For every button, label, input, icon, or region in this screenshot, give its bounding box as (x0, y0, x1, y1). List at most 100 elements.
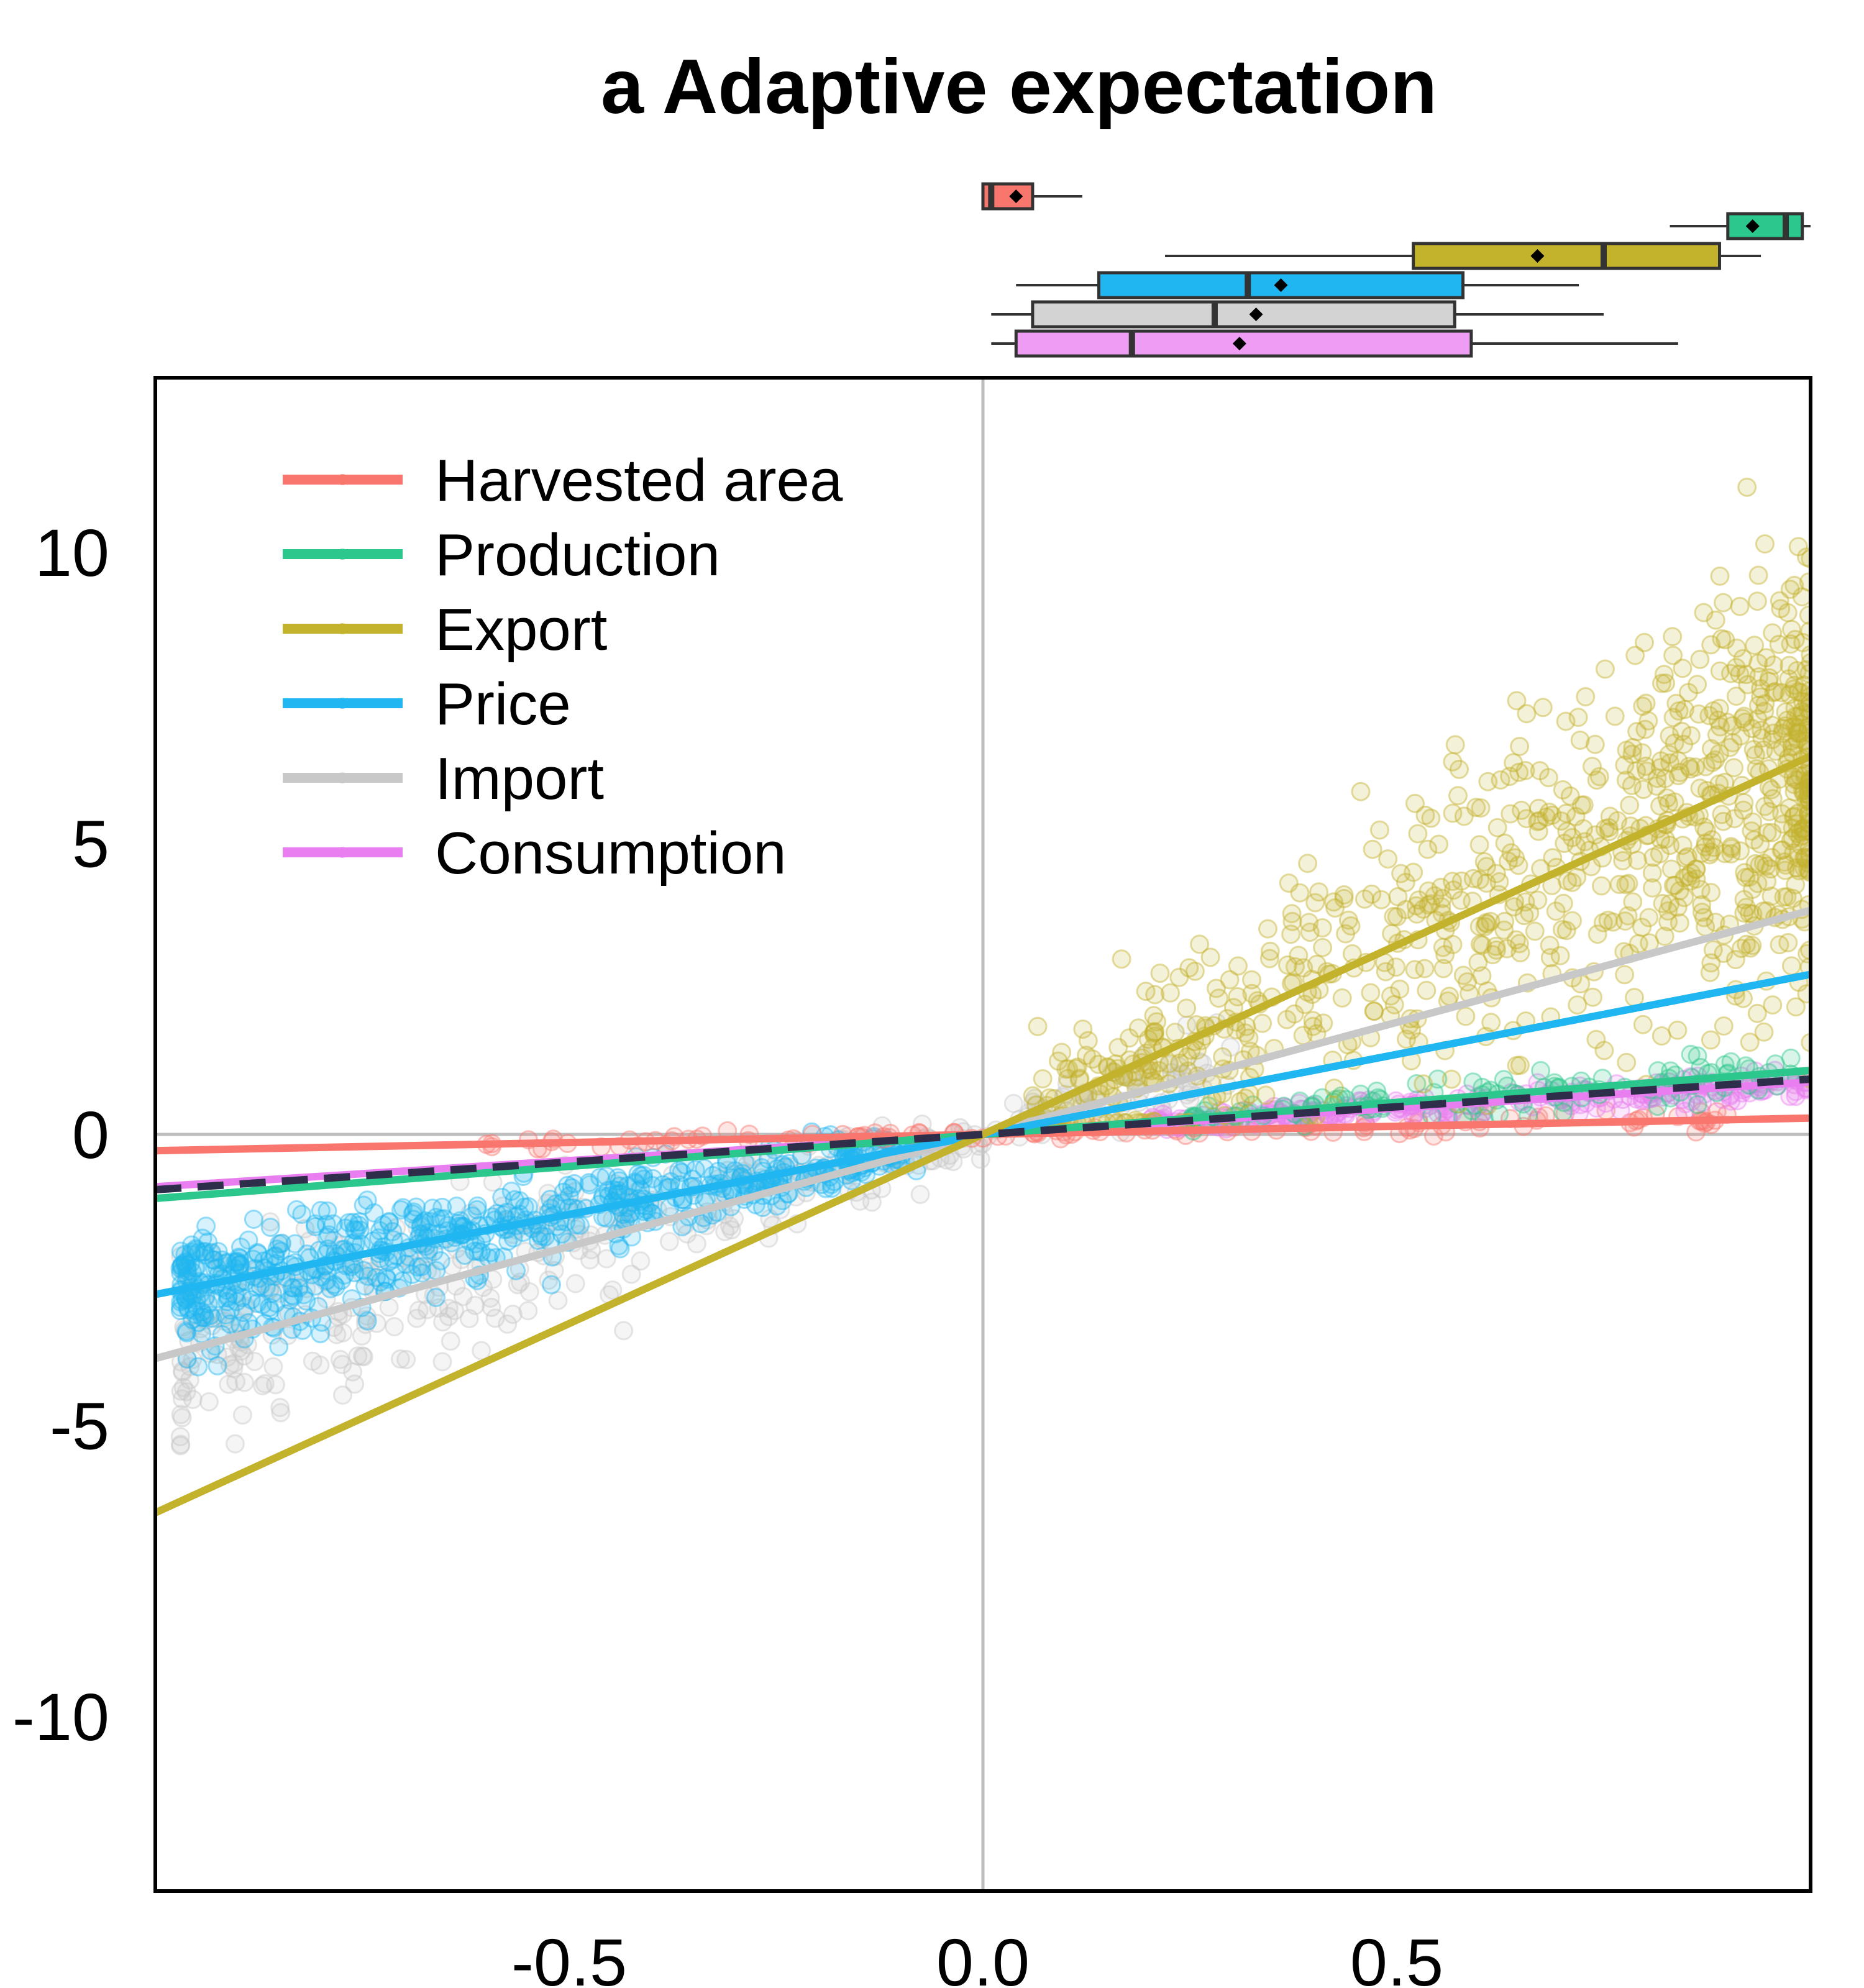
scatter-point (352, 1326, 372, 1346)
scatter-point (1704, 837, 1724, 857)
scatter-point (285, 1234, 305, 1254)
scatter-point (468, 1241, 488, 1261)
scatter-point (1681, 871, 1701, 891)
scatter-point (559, 1186, 579, 1206)
scatter-point (1675, 700, 1694, 719)
scatter-point (1334, 888, 1354, 908)
scatter-point (178, 1300, 198, 1320)
scatter-point (1538, 768, 1558, 788)
scatter-point (1207, 978, 1226, 998)
scatter-point (201, 1305, 221, 1325)
scatter-point (1149, 1060, 1169, 1080)
legend-item: Import (283, 746, 604, 812)
scatter-point (546, 1194, 566, 1214)
scatter-point (1540, 948, 1560, 967)
scatter-point (1495, 833, 1515, 853)
scatter-point (1528, 821, 1548, 841)
scatter-point (1715, 772, 1735, 792)
scatter-point (1748, 695, 1768, 715)
scatter-point (1512, 800, 1532, 820)
scatter-point (1759, 672, 1779, 691)
scatter-point (1023, 1086, 1043, 1106)
scatter-point (1638, 711, 1658, 731)
scatter-point (1737, 898, 1756, 918)
scatter-point (1362, 884, 1382, 904)
scatter-point (393, 1198, 413, 1218)
scatter-point (439, 1298, 459, 1318)
scatter-point (614, 1321, 634, 1341)
scatter-point (503, 1305, 523, 1325)
scatter-point (1179, 958, 1199, 978)
scatter-point (1391, 864, 1411, 883)
scatter-point (1336, 924, 1356, 944)
scatter-point (1525, 921, 1545, 941)
scatter-point (432, 1352, 452, 1372)
scatter-point (598, 1180, 618, 1200)
scatter-point (1663, 708, 1683, 727)
scatter-point (1650, 844, 1670, 864)
scatter-point (1762, 823, 1782, 842)
scatter-point (1656, 673, 1676, 693)
scatter-point (409, 1300, 429, 1320)
y-tick-label: -10 (12, 1679, 109, 1754)
scatter-point (1169, 967, 1189, 987)
scatter-point (1593, 913, 1613, 932)
scatter-point (1799, 805, 1811, 824)
scatter-point (316, 1215, 336, 1234)
scatter-point (327, 1325, 347, 1344)
scatter-point (260, 1212, 280, 1232)
scatter-point (1734, 903, 1754, 923)
scatter-point (352, 1346, 372, 1366)
scatter-point (625, 1172, 645, 1192)
scatter-point (1313, 1013, 1333, 1033)
chart-title: a Adaptive expectation (601, 44, 1437, 130)
scatter-point (426, 1288, 445, 1307)
scatter-point (1785, 629, 1805, 649)
scatter-point (760, 1209, 780, 1229)
scatter-point (171, 1434, 191, 1454)
scatter-point (1639, 908, 1659, 928)
scatter-point (1697, 781, 1717, 800)
scatter-point (1078, 1031, 1098, 1051)
boxplot-import (991, 300, 1604, 329)
scatter-point (1419, 881, 1438, 901)
scatter-point (357, 1311, 377, 1331)
scatter-point (1670, 881, 1689, 901)
scatter-point (1277, 1010, 1297, 1029)
scatter-point (1622, 775, 1642, 795)
scatter-point (354, 1195, 373, 1215)
scatter-point (1702, 830, 1722, 850)
scatter-point (1312, 918, 1332, 937)
scatter-point (217, 1292, 237, 1311)
scatter-point (208, 1242, 228, 1262)
scatter-point (1674, 734, 1694, 754)
scatter-point (1613, 851, 1633, 870)
scatter-point (311, 1324, 331, 1344)
scatter-point (1324, 892, 1343, 912)
scatter-point (1428, 1069, 1448, 1089)
scatter-point (1568, 995, 1588, 1015)
scatter-point (1556, 803, 1576, 823)
scatter-point (455, 1246, 475, 1265)
scatter-point (1714, 593, 1733, 613)
scatter-point (1776, 702, 1796, 722)
scatter-point (1489, 872, 1509, 891)
scatter-point (1709, 744, 1729, 764)
scatter-point (1735, 863, 1755, 883)
scatter-point (1717, 713, 1737, 732)
scatter-point (558, 1175, 578, 1195)
scatter-point (447, 1239, 467, 1259)
scatter-point (219, 1374, 239, 1394)
scatter-point (1570, 731, 1590, 750)
scatter-point (1793, 632, 1811, 652)
scatter-point (1778, 932, 1798, 952)
scatter-point (220, 1314, 240, 1334)
scatter-point (482, 1297, 501, 1317)
scatter-point (1798, 699, 1811, 719)
scatter-point (1784, 675, 1804, 695)
scatter-point (1506, 930, 1526, 950)
scatter-point (195, 1289, 215, 1309)
scatter-point (1220, 970, 1240, 990)
scatter-point (1786, 706, 1806, 726)
scatter-point (511, 1272, 531, 1292)
